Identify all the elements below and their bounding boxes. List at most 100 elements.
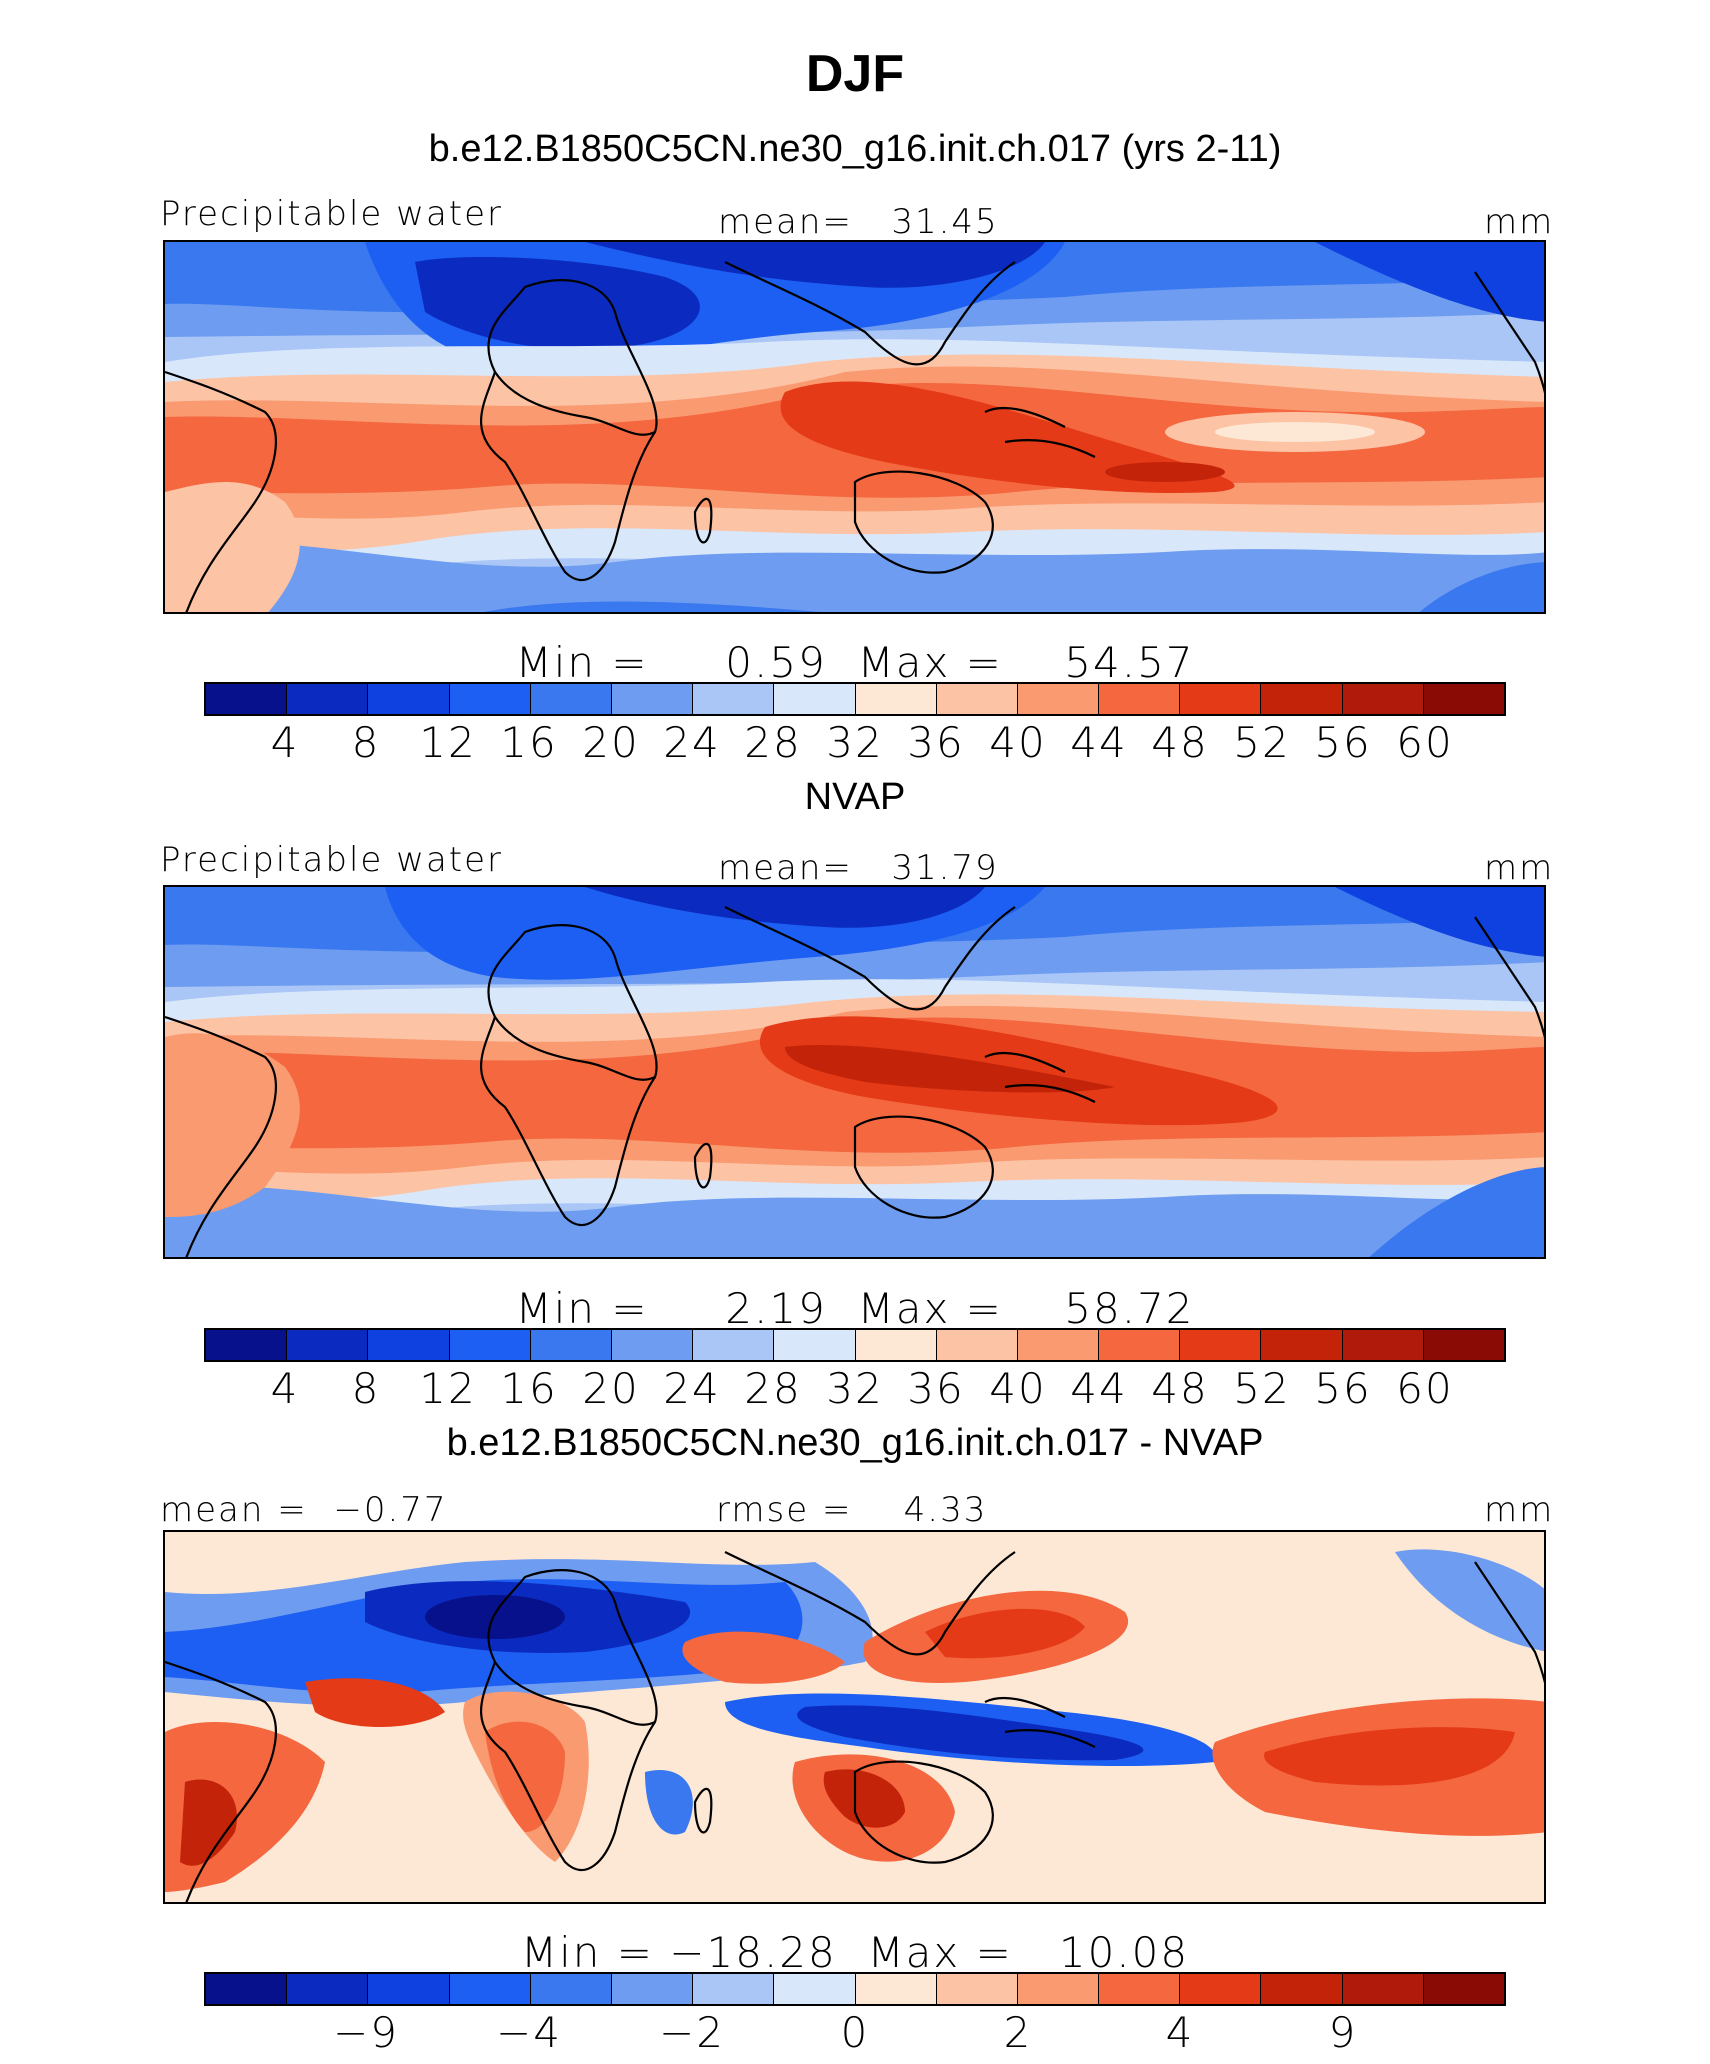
colorbar-swatch xyxy=(1017,684,1100,714)
colorbar-swatch xyxy=(855,684,937,714)
colorbar-swatch xyxy=(1261,684,1343,714)
colorbar-swatch xyxy=(774,1974,856,2004)
colorbar-tick-label: 36 xyxy=(907,718,965,767)
colorbar-tick-label: 32 xyxy=(826,1364,884,1413)
colorbar-swatch xyxy=(1180,684,1262,714)
colorbar-tick-label: 48 xyxy=(1151,718,1209,767)
colorbar-tick-label: 52 xyxy=(1233,718,1291,767)
colorbar-swatch xyxy=(287,1974,369,2004)
colorbar-swatch xyxy=(287,684,369,714)
colorbar-swatch xyxy=(449,1330,531,1360)
colorbar-swatch xyxy=(693,1974,775,2004)
colorbar-tick-label: 4 xyxy=(1165,2008,1195,2057)
colorbar-swatch xyxy=(287,1330,369,1360)
main-title: DJF xyxy=(805,45,905,103)
colorbar-swatch xyxy=(206,684,288,714)
panel-1-mean-label: mean= 31.45 xyxy=(718,202,999,242)
colorbar-swatch xyxy=(936,1330,1018,1360)
panel-3-subtitle: b.e12.B1850C5CN.ne30_g16.init.ch.017 - N… xyxy=(446,1422,1264,1464)
colorbar-tick-label: 24 xyxy=(663,1364,721,1413)
colorbar-tick-label: 48 xyxy=(1151,1364,1209,1413)
colorbar-tick-label: −4 xyxy=(496,2008,562,2057)
panel-2-map xyxy=(163,885,1546,1259)
colorbar-swatch xyxy=(936,684,1018,714)
colorbar-tick-label: −9 xyxy=(333,2008,399,2057)
panel-3-colorbar xyxy=(204,1972,1506,2006)
colorbar-swatch xyxy=(1261,1330,1343,1360)
colorbar-tick-label: 44 xyxy=(1070,1364,1128,1413)
colorbar-swatch xyxy=(449,684,531,714)
colorbar-tick-label: 2 xyxy=(1003,2008,1033,2057)
colorbar-tick-label: 8 xyxy=(351,718,381,767)
colorbar-swatch xyxy=(611,684,694,714)
colorbar-swatch xyxy=(611,1330,694,1360)
colorbar-swatch xyxy=(368,684,450,714)
colorbar-tick-label: 8 xyxy=(351,1364,381,1413)
panel-3-rmse-label: rmse = 4.33 xyxy=(716,1490,988,1530)
panel-1-colorbar-ticks: 4 8 12 16 20 24 28 32 36 40 44 48 52 56 … xyxy=(0,718,1710,768)
colorbar-swatch xyxy=(855,1330,937,1360)
colorbar-swatch xyxy=(530,1974,612,2004)
panel-1-units: mm xyxy=(1484,202,1555,242)
colorbar-tick-label: 4 xyxy=(270,718,300,767)
colorbar-swatch xyxy=(774,684,856,714)
colorbar-tick-label: 0 xyxy=(840,2008,870,2057)
panel-3-map xyxy=(163,1530,1546,1904)
colorbar-swatch xyxy=(1180,1974,1262,2004)
colorbar-swatch xyxy=(1261,1974,1343,2004)
colorbar-tick-label: 16 xyxy=(500,718,558,767)
colorbar-swatch xyxy=(1342,684,1424,714)
panel-3-contour-fill xyxy=(165,1532,1544,1902)
colorbar-tick-label: 16 xyxy=(500,1364,558,1413)
colorbar-tick-label: 28 xyxy=(744,1364,802,1413)
colorbar-swatch xyxy=(1099,1330,1181,1360)
colorbar-tick-label: 60 xyxy=(1396,1364,1454,1413)
colorbar-swatch xyxy=(1423,1330,1504,1360)
colorbar-swatch xyxy=(206,1974,288,2004)
colorbar-swatch xyxy=(368,1330,450,1360)
colorbar-swatch xyxy=(368,1974,450,2004)
panel-2-coastlines xyxy=(165,906,1544,1257)
colorbar-tick-label: 56 xyxy=(1314,1364,1372,1413)
panel-2-mean-label: mean= 31.79 xyxy=(718,848,999,888)
colorbar-swatch xyxy=(1342,1974,1424,2004)
panel-2-minmax: Min = 2.19 Max = 58.72 xyxy=(515,1284,1195,1333)
colorbar-swatch xyxy=(855,1974,937,2004)
colorbar-swatch xyxy=(774,1330,856,1360)
colorbar-tick-label: 56 xyxy=(1314,718,1372,767)
colorbar-swatch xyxy=(936,1974,1018,2004)
panel-2-variable-label: Precipitable water xyxy=(160,840,504,880)
panel-2-subtitle: NVAP xyxy=(804,776,906,818)
colorbar-tick-label: 52 xyxy=(1233,1364,1291,1413)
colorbar-tick-label: 20 xyxy=(582,718,640,767)
colorbar-swatch xyxy=(1423,684,1504,714)
colorbar-swatch xyxy=(1180,1330,1262,1360)
colorbar-tick-label: 12 xyxy=(419,1364,477,1413)
panel-2-colorbar xyxy=(204,1328,1506,1362)
panel-1-minmax: Min = 0.59 Max = 54.57 xyxy=(515,638,1195,687)
colorbar-tick-label: 24 xyxy=(663,718,721,767)
colorbar-tick-label: 4 xyxy=(270,1364,300,1413)
panel-1-coastlines xyxy=(165,261,1544,612)
colorbar-swatch xyxy=(1017,1974,1100,2004)
colorbar-swatch xyxy=(530,684,612,714)
colorbar-swatch xyxy=(449,1974,531,2004)
colorbar-swatch xyxy=(206,1330,288,1360)
colorbar-tick-label: 40 xyxy=(989,718,1047,767)
colorbar-tick-label: 40 xyxy=(989,1364,1047,1413)
colorbar-tick-label: 20 xyxy=(582,1364,640,1413)
panel-2-units: mm xyxy=(1484,848,1555,888)
colorbar-swatch xyxy=(693,684,775,714)
colorbar-swatch xyxy=(611,1974,694,2004)
panel-2-colorbar-ticks: 4 8 12 16 20 24 28 32 36 40 44 48 52 56 … xyxy=(0,1364,1710,1414)
panel-2-contour-fill xyxy=(165,887,1544,1257)
colorbar-tick-label: 28 xyxy=(744,718,802,767)
colorbar-tick-label: 9 xyxy=(1328,2008,1358,2057)
colorbar-swatch xyxy=(1423,1974,1504,2004)
colorbar-swatch xyxy=(1099,684,1181,714)
panel-1-colorbar xyxy=(204,682,1506,716)
panel-1-contour-fill xyxy=(165,242,1544,612)
colorbar-tick-label: 36 xyxy=(907,1364,965,1413)
colorbar-swatch xyxy=(1017,1330,1100,1360)
panel-3-units: mm xyxy=(1484,1490,1555,1530)
